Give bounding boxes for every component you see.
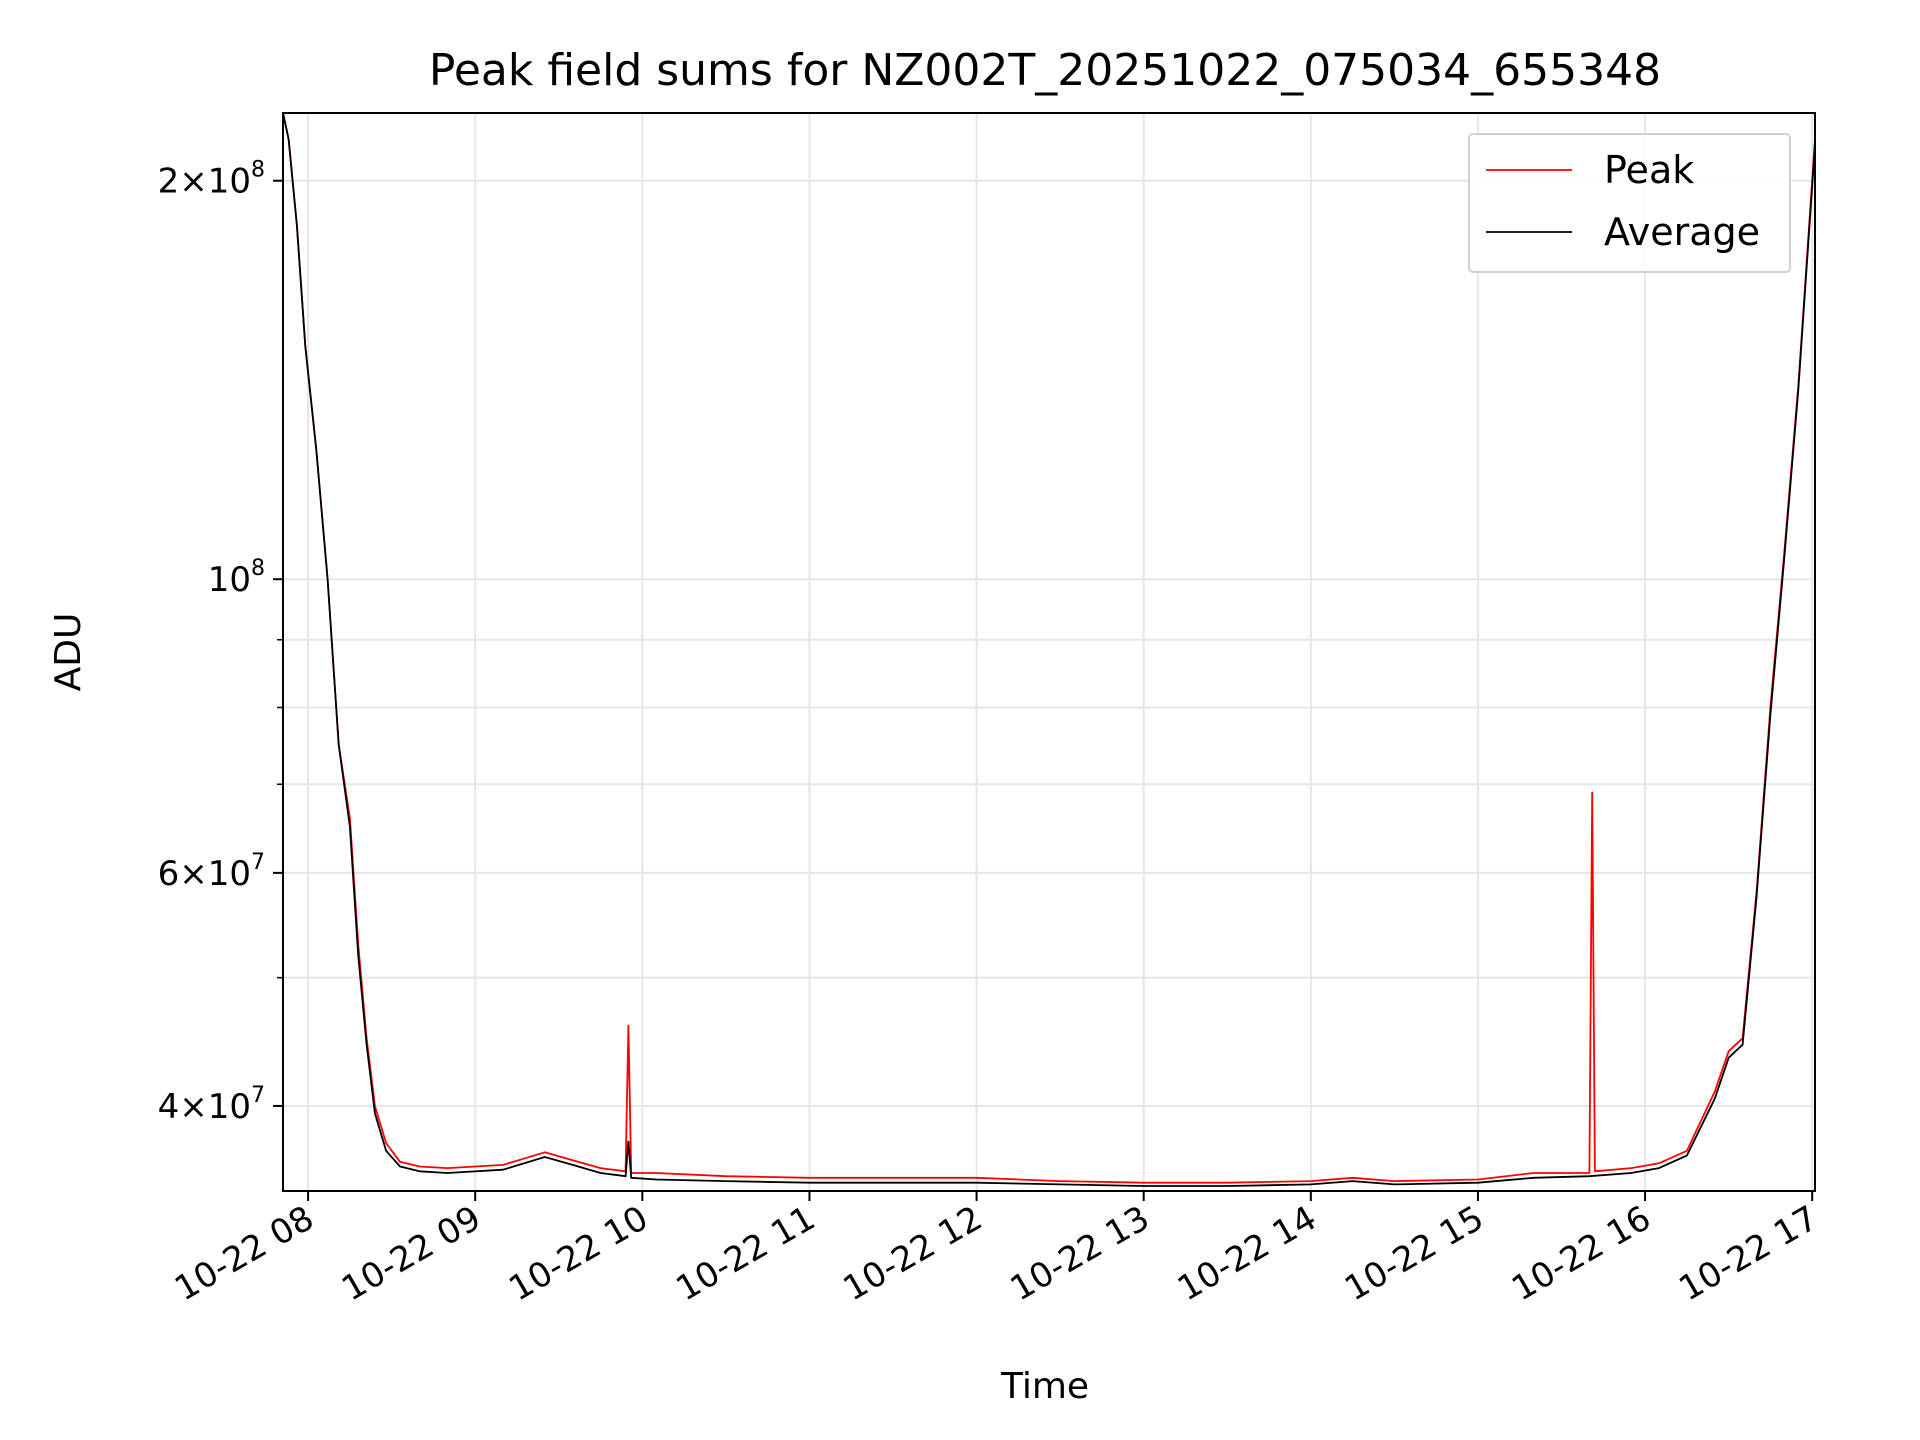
- y-tick-label: 6×107: [158, 850, 265, 894]
- y-tick-label: 4×107: [158, 1083, 265, 1127]
- series-line-average: [282, 112, 1816, 1187]
- legend-peak-label: Peak: [1604, 148, 1694, 192]
- x-axis-label: Time: [1000, 1366, 1089, 1407]
- plot-frame: [282, 112, 1816, 1192]
- legend: Peak Average: [1468, 133, 1791, 273]
- y-tick-label: 2×108: [158, 158, 265, 202]
- y-axis-label: ADU: [48, 613, 89, 692]
- y-tick-label: 108: [208, 556, 265, 600]
- series-lines: [282, 112, 1816, 1187]
- legend-average-label: Average: [1604, 210, 1760, 254]
- chart-title: Peak field sums for NZ002T_20251022_0750…: [429, 45, 1661, 96]
- legend-box: [1468, 133, 1791, 273]
